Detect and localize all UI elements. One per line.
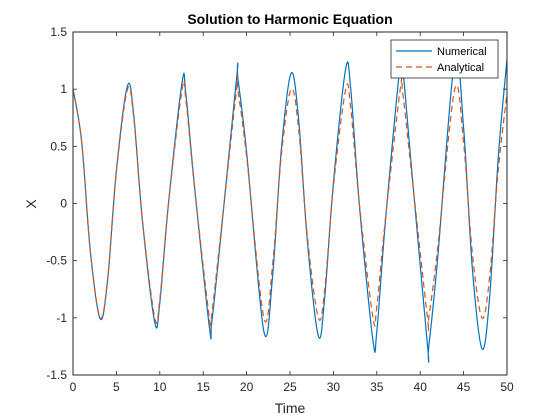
y-axis-label: X: [23, 199, 39, 209]
y-ticks: -1.5 -1 -0.5 0 0.5 1 1.5: [46, 25, 507, 382]
legend-label-analytical: Analytical: [437, 62, 484, 74]
y-tick-label: -0.5: [46, 254, 67, 268]
x-tick-label: 10: [153, 380, 167, 394]
series-layer: [72, 49, 508, 363]
y-tick-label: -1: [56, 311, 67, 325]
x-tick-label: 50: [500, 380, 514, 394]
legend: Numerical Analytical: [390, 39, 499, 79]
x-ticks: 0 5 10 15 20 25 30 35 40 45 50: [70, 32, 514, 394]
plot-area: 0 5 10 15 20 25 30 35 40 45 50 -1.5 -1 -0.5 0 0.5 1 1.5: [46, 25, 514, 394]
x-tick-label: 45: [457, 380, 471, 394]
y-tick-label: 1: [60, 82, 67, 96]
legend-label-numerical: Numerical: [437, 46, 487, 58]
x-tick-label: 15: [197, 380, 211, 394]
x-tick-label: 20: [240, 380, 254, 394]
x-tick-label: 0: [70, 380, 77, 394]
y-tick-label: 0.5: [50, 139, 67, 153]
x-axis-label: Time: [275, 400, 306, 416]
series-line-analytical: [72, 75, 508, 332]
x-tick-label: 30: [327, 380, 341, 394]
legend-box: [390, 39, 499, 79]
x-tick-label: 25: [283, 380, 297, 394]
y-tick-label: 0: [60, 197, 67, 211]
chart-title: Solution to Harmonic Equation: [187, 11, 392, 27]
x-tick-label: 5: [113, 380, 120, 394]
axes-background: [73, 32, 507, 375]
y-tick-label: -1.5: [46, 368, 67, 382]
x-tick-label: 35: [370, 380, 384, 394]
x-tick-label: 40: [414, 380, 428, 394]
y-tick-label: 1.5: [50, 25, 67, 39]
